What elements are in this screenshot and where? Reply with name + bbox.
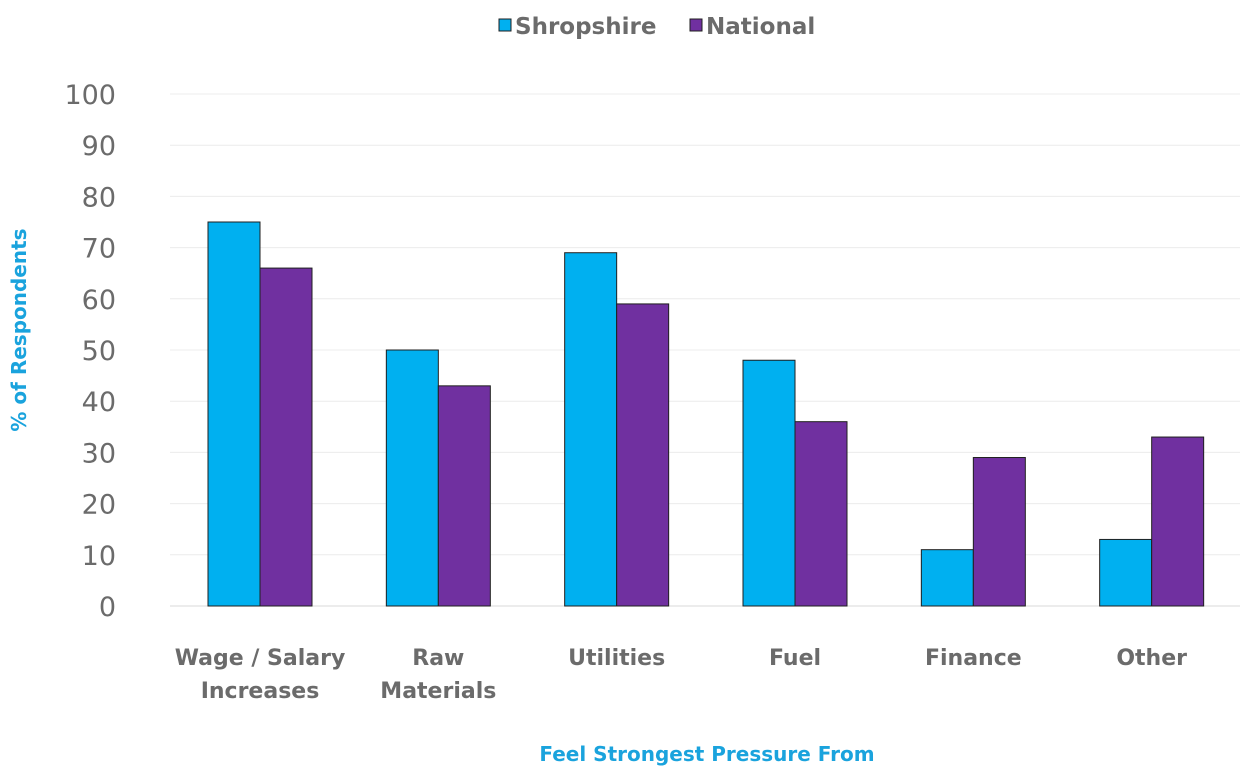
y-tick-label: 50	[82, 336, 116, 367]
bar-shropshire	[385, 349, 439, 607]
y-tick-label: 100	[64, 80, 116, 111]
y-tick-label: 70	[82, 234, 116, 265]
x-category-label: Finance	[925, 646, 1022, 671]
bar-shropshire	[742, 359, 796, 607]
bar-shropshire	[920, 549, 974, 607]
x-category-label: Increases	[201, 679, 320, 704]
y-tick-label: 20	[82, 490, 116, 521]
bar-national	[259, 267, 313, 607]
bars	[207, 221, 1205, 607]
legend: Shropshire National	[498, 14, 815, 40]
x-category-label: Raw	[412, 646, 464, 671]
y-tick-label: 10	[82, 541, 116, 572]
bar-national	[437, 385, 491, 607]
gridlines	[170, 93, 1240, 607]
bar-national	[972, 457, 1026, 607]
legend-label-national: National	[706, 14, 815, 40]
y-tick-label: 60	[82, 285, 116, 316]
y-tick-label: 40	[82, 387, 116, 418]
bar-national	[794, 421, 848, 607]
legend-swatch-national	[689, 18, 703, 32]
bar-shropshire	[1099, 538, 1153, 607]
x-category-label: Materials	[380, 679, 496, 704]
y-tick-label: 0	[99, 592, 116, 623]
x-category-label: Wage / Salary	[175, 646, 346, 671]
bar-national	[616, 303, 670, 607]
y-tick-label: 90	[82, 131, 116, 162]
y-tick-label: 30	[82, 438, 116, 469]
y-axis-title: % of Respondents	[7, 228, 31, 431]
bar-shropshire	[564, 252, 618, 607]
x-category-label: Other	[1116, 646, 1187, 671]
x-category-label: Utilities	[568, 646, 665, 671]
legend-swatch-shropshire	[498, 18, 512, 32]
y-axis-ticks: 0 10 20 30 40 50 60 70 80 90 100	[64, 80, 116, 623]
bar-national	[1151, 436, 1205, 607]
y-tick-label: 80	[82, 182, 116, 213]
x-axis-categories: Wage / Salary Increases Raw Materials Utilit…	[175, 646, 1187, 704]
x-axis-title: Feel Strongest Pressure From	[539, 742, 874, 766]
x-category-label: Fuel	[769, 646, 821, 671]
legend-label-shropshire: Shropshire	[515, 14, 656, 40]
bar-shropshire	[207, 221, 261, 607]
